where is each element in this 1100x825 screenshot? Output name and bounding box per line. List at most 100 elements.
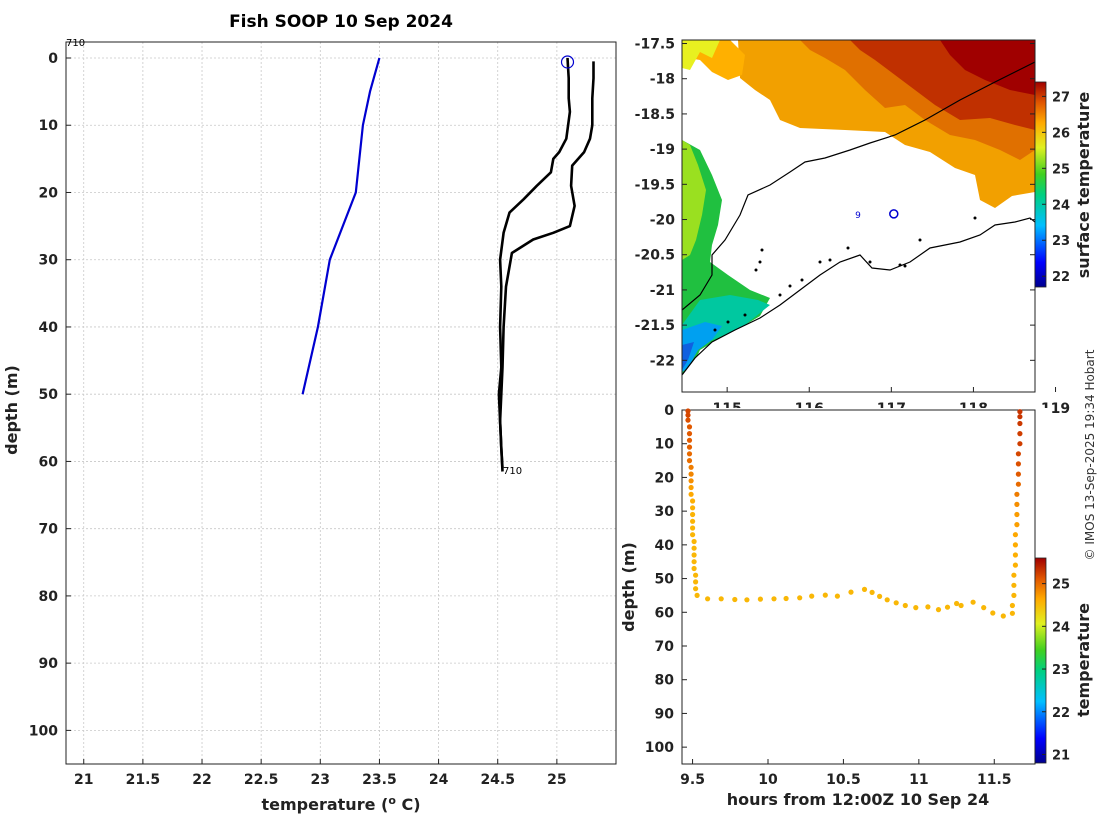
- timeseries-x-tick-label: 11: [909, 772, 928, 788]
- timeseries-point: [690, 518, 696, 524]
- timeseries-point: [1015, 481, 1022, 487]
- profile-top-label: 710: [66, 38, 85, 49]
- map-y-ticks: -17.5 -18 -18.5 -19 -19.5 -20 -20.5 -21 -21.5 -22: [635, 37, 1035, 369]
- timeseries-point: [1014, 491, 1020, 497]
- timeseries-point: [869, 589, 875, 596]
- profile-y-tick-label: 20: [39, 185, 59, 201]
- timeseries-point: [1017, 441, 1023, 447]
- map-y-tick-label: -18.5: [635, 107, 675, 123]
- sst-colorbar-label: surface temperature: [1074, 92, 1093, 279]
- timeseries-point: [688, 464, 694, 470]
- land-mask: [682, 222, 1035, 392]
- map-y-tick-label: -21: [650, 283, 675, 299]
- profile-series-line-profile-up: [498, 61, 595, 469]
- chart-title: Fish SOOP 10 Sep 2024: [229, 12, 453, 32]
- profile-y-tick-label: 90: [39, 656, 59, 672]
- map-y-tick-label: -20: [650, 213, 676, 229]
- profile-x-tick-label: 21: [74, 772, 93, 788]
- timeseries-point: [757, 596, 764, 602]
- profile-y-tick-label: 0: [48, 51, 58, 67]
- timeseries-point: [1015, 451, 1022, 457]
- timeseries-x-tick-label: 10: [758, 772, 778, 788]
- sst-colorbar-tick-label: 23: [1052, 234, 1070, 249]
- sst-map: 9: [682, 40, 1035, 392]
- timeseries-point: [688, 478, 694, 484]
- timeseries-y-tick-label: 0: [664, 403, 674, 419]
- timeseries-point: [1011, 592, 1017, 599]
- timeseries-point: [834, 593, 841, 599]
- temperature-colorbar-tick-label: 23: [1052, 663, 1070, 678]
- sst-colorbar-tick-label: 27: [1052, 90, 1070, 105]
- profile-x-tick-label: 21.5: [126, 772, 161, 788]
- timeseries-point: [1012, 542, 1019, 548]
- profile-x-tick-label: 24.5: [480, 772, 515, 788]
- sst-region-cyan: [682, 322, 722, 372]
- timeseries-point: [1011, 582, 1017, 588]
- timeseries-point: [718, 596, 724, 602]
- timeseries-point: [688, 471, 694, 477]
- timeseries-point: [1014, 501, 1020, 507]
- timeseries-point: [691, 565, 697, 572]
- profile-end-label: 710: [503, 466, 522, 477]
- timeseries-point: [690, 511, 696, 518]
- timeseries-point: [690, 532, 696, 538]
- profile-series-line-climatology: [301, 57, 381, 395]
- timeseries-point: [944, 604, 951, 610]
- timeseries-point: [688, 484, 694, 491]
- timeseries-point: [691, 545, 697, 551]
- profile-y-axis-label: depth (m): [2, 365, 21, 455]
- timeseries-point: [1014, 522, 1020, 528]
- timeseries-point: [686, 437, 693, 443]
- timeseries-point: [1000, 613, 1006, 619]
- profile-x-axis-label: temperature (o C): [261, 794, 420, 814]
- sst-colorbar-tick-label: 25: [1052, 162, 1070, 177]
- profile-y-tick-label: 70: [39, 522, 59, 538]
- timeseries-point: [693, 586, 699, 592]
- timeseries-point: [1012, 552, 1019, 558]
- sst-region-lightgreen: [682, 140, 706, 260]
- profile-x-ticks: 21 21.5 22 22.5 23 23.5 24 24.5 25: [74, 759, 567, 788]
- timeseries-point: [690, 525, 696, 531]
- profile-series: [301, 55, 595, 472]
- timeseries-x-ticks: 9.5 10 10.5 11 11.5: [680, 759, 1012, 788]
- timeseries-point: [925, 604, 931, 610]
- sst-region-darkred: [940, 40, 1035, 95]
- sst-colorbar-tick-label: 22: [1052, 270, 1070, 285]
- temperature-colorbar-label: temperature: [1074, 603, 1093, 717]
- profile-y-tick-label: 40: [39, 320, 59, 336]
- ship-position-marker-label: 9: [855, 211, 861, 221]
- timeseries-x-axis-label: hours from 12:00Z 10 Sep 24: [727, 790, 989, 809]
- temperature-colorbar-tick-label: 22: [1052, 706, 1070, 721]
- timeseries-point: [1012, 532, 1019, 538]
- timeseries-point: [935, 607, 942, 613]
- timeseries-point: [685, 412, 691, 418]
- sst-colorbar-tick-label: 26: [1052, 126, 1070, 141]
- timeseries-point: [902, 602, 908, 609]
- timeseries-y-tick-label: 50: [655, 572, 675, 588]
- timeseries-point: [686, 431, 693, 437]
- timeseries-y-tick-label: 80: [655, 673, 675, 689]
- profile-x-tick-label: 22: [192, 772, 211, 788]
- timeseries-point: [1011, 572, 1017, 578]
- map-y-tick-label: -19: [650, 142, 675, 158]
- sst-colorbar-tick-label: 24: [1052, 198, 1070, 213]
- timeseries-point: [848, 589, 854, 595]
- timeseries-point: [690, 498, 696, 504]
- timeseries-x-tick-label: 11.5: [977, 772, 1012, 788]
- bathymetry-contour: [682, 61, 1035, 311]
- timeseries-point: [1017, 420, 1023, 427]
- timeseries-point: [694, 592, 700, 599]
- timeseries-point: [685, 408, 691, 414]
- timeseries-point: [691, 559, 697, 565]
- map-y-tick-label: -17.5: [635, 37, 675, 53]
- timeseries-point: [783, 595, 789, 602]
- timeseries-point: [690, 505, 696, 511]
- timeseries-point: [705, 596, 711, 602]
- map-y-tick-label: -18: [650, 72, 675, 88]
- timeseries-point: [1015, 461, 1022, 467]
- timeseries-point: [686, 444, 693, 450]
- temperature-colorbar-tick-label: 24: [1052, 620, 1070, 635]
- temperature-colorbar-tick-label: 21: [1052, 748, 1070, 763]
- timeseries-point: [861, 586, 868, 593]
